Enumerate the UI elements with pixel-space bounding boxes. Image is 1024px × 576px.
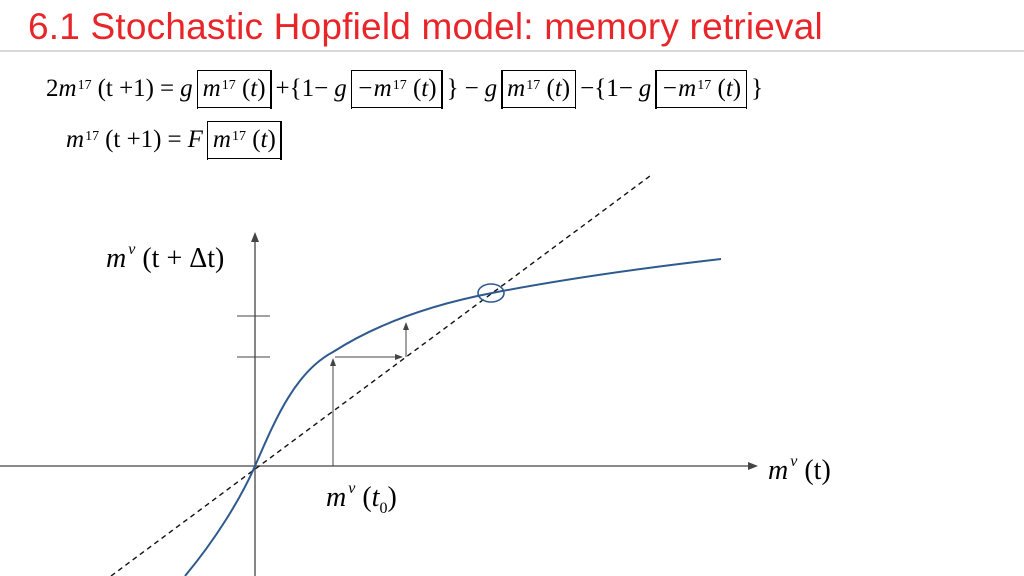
eq1-g-3: g bbox=[484, 75, 498, 102]
identity-line bbox=[110, 175, 651, 576]
eq1-m: m bbox=[58, 75, 77, 102]
eq1-bracket-4-t: t bbox=[725, 75, 733, 102]
eq1-bracket-3-sup: 17 bbox=[526, 78, 541, 93]
eq1-bracket-4-sup: 17 bbox=[697, 78, 712, 93]
iteration-arrowhead-3 bbox=[403, 322, 409, 330]
eq2-lhs-arg: (t +1) bbox=[105, 126, 162, 153]
equation-2: m 17 (t +1) = F m 17 (t) bbox=[66, 120, 286, 160]
eq1-bracket-4-m: −m bbox=[661, 75, 697, 102]
eq1-bracket-3-m: m bbox=[507, 75, 526, 102]
start-label-t: t bbox=[371, 482, 380, 513]
fixed-point-marker bbox=[477, 283, 505, 303]
eq1-g-2: g bbox=[334, 75, 347, 102]
y-axis-label-arg: (t + Δt) bbox=[142, 243, 225, 274]
eq1-bracket-2-m: −m bbox=[356, 75, 392, 102]
eq1-minus: − bbox=[464, 75, 479, 102]
eq1-bracket-2-sup: 17 bbox=[392, 78, 407, 93]
eq1-bracket-4: −m 17 (t) bbox=[655, 69, 748, 109]
eq1-coef: 2 bbox=[46, 75, 59, 102]
eq1-plus: + bbox=[275, 75, 290, 102]
equation-1: 2 m 17 (t +1) = g m 17 (t) + {1− g −m 17 (t)… bbox=[46, 69, 764, 109]
y-axis-arrowhead bbox=[251, 232, 259, 242]
slide-title: 6.1 Stochastic Hopfield model: memory re… bbox=[28, 6, 823, 47]
eq1-equals: = bbox=[160, 75, 175, 102]
eq1-brace-close-1: } bbox=[446, 75, 459, 102]
eq1-bracket-2-t: t bbox=[421, 75, 429, 102]
eq1-bracket-1-t: t bbox=[250, 75, 258, 102]
eq1-bracket-2: −m 17 (t) bbox=[350, 69, 443, 109]
eq1-sup: 17 bbox=[77, 78, 92, 93]
title-divider bbox=[0, 50, 1024, 52]
x-axis-label-arg: (t) bbox=[804, 455, 831, 486]
start-label-sub: 0 bbox=[379, 500, 388, 517]
x-axis-label-m: m bbox=[768, 455, 789, 486]
iteration-arrowhead-2 bbox=[395, 354, 403, 360]
x-axis-label-nu: ν bbox=[790, 453, 798, 470]
eq2-bracket-sup: 17 bbox=[231, 129, 246, 144]
eq2-m: m bbox=[66, 126, 85, 153]
eq1-bracket-3: m 17 (t) bbox=[501, 69, 577, 109]
eq1-g-1: g bbox=[180, 75, 193, 102]
eq2-bracket-m: m bbox=[212, 126, 231, 153]
eq1-g-4: g bbox=[638, 75, 652, 102]
eq1-bracket-1-sup: 17 bbox=[221, 78, 236, 93]
x-axis-arrowhead bbox=[748, 462, 758, 470]
iteration-arrowhead-1 bbox=[330, 358, 336, 366]
eq2-bracket: m 17 (t) bbox=[206, 120, 282, 160]
eq1-brace-close-2: } bbox=[751, 75, 764, 102]
eq2-F: F bbox=[187, 126, 203, 153]
start-label-m: m bbox=[326, 482, 347, 513]
eq2-bracket-t: t bbox=[260, 126, 268, 153]
y-axis-label-m: m bbox=[106, 243, 127, 274]
y-axis-label-nu: ν bbox=[128, 241, 136, 258]
eq1-bracket-1-m: m bbox=[202, 75, 221, 102]
eq1-bracket-3-t: t bbox=[554, 75, 562, 102]
sigmoid-curve bbox=[184, 258, 722, 576]
eq1-lhs-arg: (t +1) bbox=[97, 75, 155, 102]
eq1-brace-open-1: {1− bbox=[289, 75, 329, 102]
eq2-sup: 17 bbox=[85, 129, 100, 144]
start-label-nu: ν bbox=[348, 480, 356, 497]
eq1-brace-open-2: −{1− bbox=[580, 75, 633, 102]
eq2-equals: = bbox=[167, 126, 182, 153]
eq1-bracket-1: m 17 (t) bbox=[196, 69, 272, 109]
